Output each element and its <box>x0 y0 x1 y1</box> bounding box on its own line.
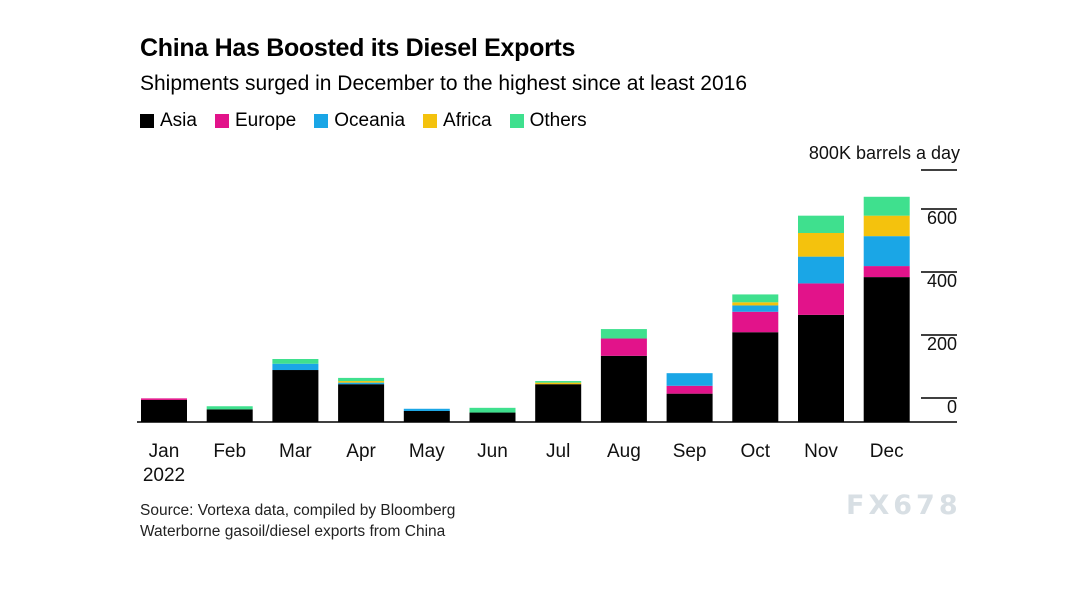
y-tick-label: 400 <box>927 271 957 291</box>
bar-segment-oceania <box>798 256 844 284</box>
bar-segment-africa <box>798 233 844 257</box>
bar-segment-others <box>535 381 582 383</box>
bar-segment-oceania <box>863 236 910 267</box>
legend-item-others: Others <box>509 110 587 132</box>
bar-segment-others <box>732 294 779 303</box>
bar-segment-oceania <box>403 408 450 411</box>
bar-segment-others <box>272 359 319 364</box>
bar-segment-europe <box>863 266 910 278</box>
bar-segment-asia <box>732 332 779 422</box>
chart-title: China Has Boosted its Diesel Exports <box>140 34 576 62</box>
legend-item-asia: Asia <box>140 110 197 132</box>
x-tick-label: Apr <box>346 441 376 462</box>
legend: Asia Europe Oceania Africa Others <box>140 110 605 132</box>
x-tick-label: May <box>409 441 445 462</box>
bar-segment-asia <box>863 277 910 422</box>
x-tick-label: Aug <box>607 441 641 462</box>
bar-segment-oceania <box>666 373 713 386</box>
source-line: Source: Vortexa data, compiled by Bloomb… <box>140 502 456 519</box>
bar-segment-asia <box>338 384 385 422</box>
legend-label: Asia <box>160 110 197 131</box>
bar-segment-europe <box>798 283 844 315</box>
legend-label: Europe <box>234 110 297 131</box>
bar-segment-others <box>798 215 844 233</box>
legend-swatch <box>314 114 329 128</box>
bar-segment-others <box>338 377 385 382</box>
bar-segment-africa <box>338 381 385 383</box>
bar-segment-others <box>600 329 647 339</box>
x-tick-label: Oct <box>741 441 771 462</box>
legend-item-europe: Europe <box>214 110 297 132</box>
watermark: FX678 <box>846 490 962 521</box>
bar-segment-others <box>206 406 253 410</box>
chart-subtitle: Shipments surged in December to the high… <box>140 72 748 95</box>
unit-label: 800K barrels a day <box>809 143 960 163</box>
legend-swatch <box>423 114 438 128</box>
y-tick-label: 600 <box>927 208 957 228</box>
x-tick-label: Mar <box>279 441 312 462</box>
legend-label: Others <box>529 110 587 131</box>
bar-segment-oceania <box>272 363 319 371</box>
source-line: Waterborne gasoil/diesel exports from Ch… <box>140 523 446 540</box>
bar-segment-asia <box>469 412 516 422</box>
legend-item-oceania: Oceania <box>314 110 405 132</box>
x-tick-label: Jul <box>546 441 570 462</box>
x-tick-label: Dec <box>870 441 904 462</box>
y-tick-label: 0 <box>947 397 957 417</box>
bar-segment-asia <box>535 384 582 422</box>
legend-label: Africa <box>443 110 492 131</box>
bar-segment-asia <box>272 370 319 422</box>
legend-swatch <box>140 114 154 128</box>
x-tick-sublabel: 2022 <box>143 465 185 486</box>
bar-segment-africa <box>863 215 910 237</box>
x-tick-label: Feb <box>213 441 246 462</box>
bar-segment-others <box>469 407 516 413</box>
bar-segment-asia <box>206 409 253 422</box>
x-tick-label: Nov <box>804 441 838 462</box>
legend-label: Oceania <box>334 110 406 131</box>
bar-segment-others <box>863 196 910 216</box>
bar-segment-europe <box>732 311 779 333</box>
bar-segment-asia <box>141 399 187 422</box>
x-tick-label: Jan <box>149 441 180 462</box>
y-tick-label: 200 <box>927 334 957 354</box>
legend-swatch <box>214 114 229 128</box>
bar-segment-asia <box>600 355 647 422</box>
bar-segment-asia <box>403 410 450 422</box>
legend-item-africa: Africa <box>423 110 492 132</box>
x-tick-label: Jun <box>477 441 508 462</box>
x-tick-label: Sep <box>673 441 707 462</box>
bar-segment-europe <box>666 385 713 394</box>
bar-segment-africa <box>732 302 779 306</box>
bar-segment-europe <box>141 398 187 400</box>
bar-segment-asia <box>666 393 713 422</box>
bar-segment-oceania <box>338 382 385 385</box>
bar-segment-oceania <box>732 305 779 312</box>
bar-segment-europe <box>600 338 647 356</box>
bar-segment-asia <box>798 314 844 422</box>
source-note: Source: Vortexa data, compiled by Bloomb… <box>140 500 455 542</box>
bar-segment-africa <box>535 382 582 385</box>
legend-swatch <box>509 114 524 128</box>
